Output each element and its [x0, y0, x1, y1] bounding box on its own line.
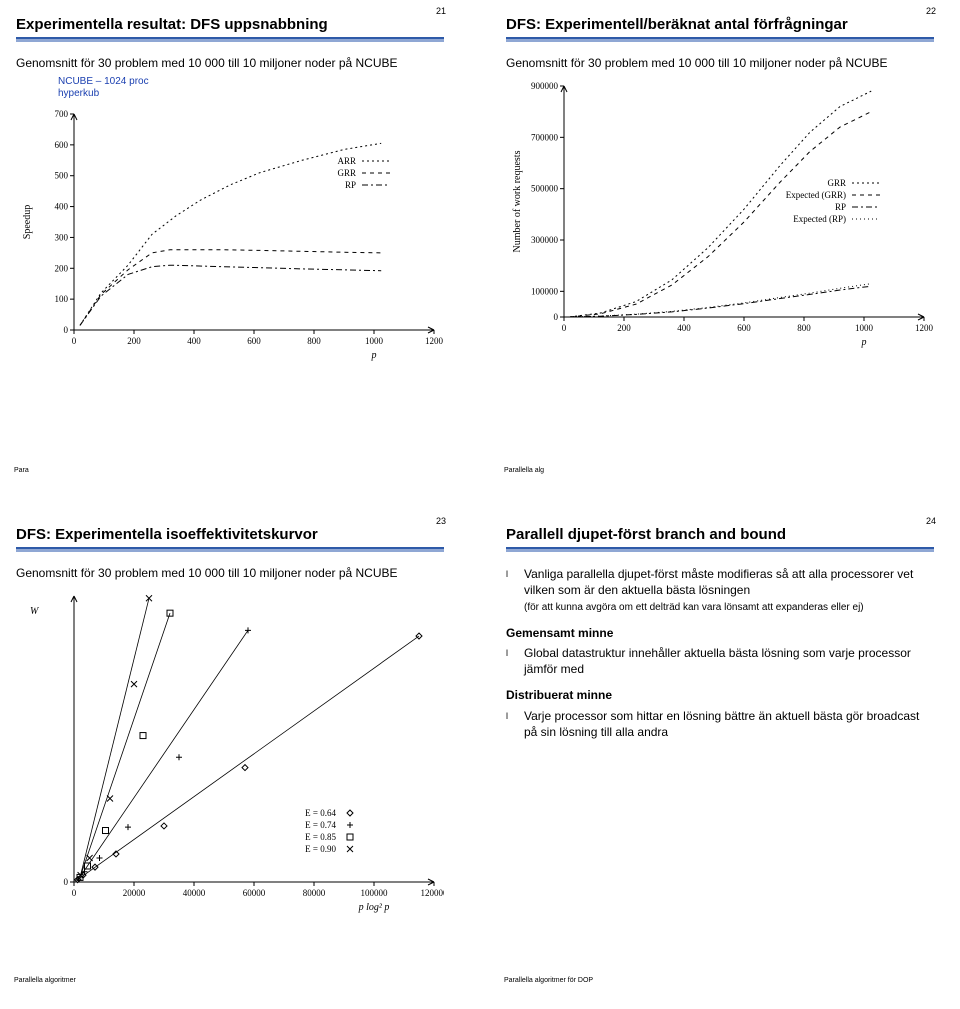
svg-text:p: p [371, 350, 377, 361]
slide-subtitle: Genomsnitt för 30 problem med 10 000 til… [16, 566, 444, 580]
svg-text:Speedup: Speedup [22, 205, 33, 239]
isoefficiency-chart: 0 20000 40000 60000 80000 100000 120000 0 p log²… [16, 586, 444, 916]
svg-text:200: 200 [55, 263, 69, 273]
svg-text:100000: 100000 [361, 888, 389, 898]
slide-footer: Parallella algoritmer [14, 977, 76, 984]
bullet-item: Varje processor som hittar en lösning bä… [506, 708, 934, 740]
svg-text:800: 800 [307, 336, 321, 346]
svg-text:700: 700 [55, 109, 69, 119]
slide-23: 23 DFS: Experimentella isoeffektivitetsk… [0, 510, 460, 990]
svg-text:300: 300 [55, 232, 69, 242]
svg-text:60000: 60000 [243, 888, 266, 898]
bullet-item: Vanliga parallella djupet-först måste mo… [506, 566, 934, 615]
slide-footer: Parallella algoritmer för DOP [504, 977, 593, 984]
svg-text:600: 600 [737, 323, 751, 333]
title-underline [506, 547, 934, 552]
svg-text:Expected (GRR): Expected (GRR) [786, 190, 846, 200]
svg-text:1200: 1200 [915, 323, 934, 333]
svg-text:E = 0.85: E = 0.85 [305, 832, 336, 842]
title-underline [16, 547, 444, 552]
svg-text:1200: 1200 [425, 336, 444, 346]
svg-text:200: 200 [617, 323, 631, 333]
svg-text:400: 400 [55, 202, 69, 212]
speedup-chart: 0 200 400 600 800 1000 1200 0 100 200 300 400 500 600… [16, 104, 444, 364]
svg-text:600: 600 [247, 336, 261, 346]
page-number: 21 [436, 6, 446, 16]
bullet-text: Varje processor som hittar en lösning bä… [524, 709, 919, 739]
svg-text:p log² p: p log² p [358, 902, 390, 913]
page-number: 23 [436, 516, 446, 526]
note-line-2: hyperkub [58, 88, 99, 99]
work-requests-chart: 0 200 400 600 800 1000 1200 0 100000 300000 500000… [506, 76, 934, 351]
svg-text:GRR: GRR [827, 178, 846, 188]
svg-text:p: p [861, 337, 867, 348]
slide-title: DFS: Experimentella isoeffektivitetskurv… [16, 526, 444, 547]
svg-text:40000: 40000 [183, 888, 206, 898]
svg-text:0: 0 [64, 325, 69, 335]
bullet-subtext: (för att kunna avgöra om ett delträd kan… [524, 602, 864, 613]
bullet-item: Global datastruktur innehåller aktuella … [506, 645, 934, 677]
svg-text:ARR: ARR [337, 156, 356, 166]
title-underline [506, 37, 934, 42]
svg-text:Number of work requests: Number of work requests [512, 150, 523, 252]
svg-text:1000: 1000 [855, 323, 874, 333]
svg-text:100: 100 [55, 294, 69, 304]
slide-title: DFS: Experimentell/beräknat antal förfrå… [506, 16, 934, 37]
svg-text:800: 800 [797, 323, 811, 333]
svg-text:500: 500 [55, 171, 69, 181]
slide-24: 24 Parallell djupet-först branch and bou… [490, 510, 950, 990]
page-number: 22 [926, 6, 936, 16]
svg-text:20000: 20000 [123, 888, 146, 898]
note-line-1: NCUBE – 1024 proc [58, 76, 149, 87]
svg-text:RP: RP [345, 180, 356, 190]
svg-text:200: 200 [127, 336, 141, 346]
svg-text:RP: RP [835, 202, 846, 212]
slide-footer: Parallella alg [504, 467, 544, 474]
svg-text:0: 0 [554, 312, 559, 322]
slide-22: 22 DFS: Experimentell/beräknat antal för… [490, 0, 950, 480]
svg-text:E = 0.74: E = 0.74 [305, 820, 336, 830]
svg-text:0: 0 [562, 323, 567, 333]
svg-text:80000: 80000 [303, 888, 326, 898]
section-heading: Distribuerat minne [506, 687, 934, 703]
svg-text:120000: 120000 [421, 888, 445, 898]
machine-note: NCUBE – 1024 proc hyperkub [58, 76, 444, 100]
slide-21: 21 Experimentella resultat: DFS uppsnabb… [0, 0, 460, 480]
bullet-text: Global datastruktur innehåller aktuella … [524, 646, 911, 676]
slide-title: Parallell djupet-först branch and bound [506, 526, 934, 547]
slide-footer: Para [14, 467, 29, 474]
slide-subtitle: Genomsnitt för 30 problem med 10 000 til… [16, 56, 444, 70]
svg-text:400: 400 [187, 336, 201, 346]
svg-text:900000: 900000 [531, 81, 559, 91]
slide-title: Experimentella resultat: DFS uppsnabbnin… [16, 16, 444, 37]
slide-subtitle: Genomsnitt för 30 problem med 10 000 til… [506, 56, 934, 70]
svg-text:100000: 100000 [531, 286, 559, 296]
slide-body: Vanliga parallella djupet-först måste mo… [506, 566, 934, 740]
page-number: 24 [926, 516, 936, 526]
svg-text:Expected (RP): Expected (RP) [793, 214, 846, 224]
svg-text:0: 0 [64, 877, 69, 887]
svg-text:W: W [30, 606, 40, 617]
svg-text:0: 0 [72, 336, 77, 346]
svg-text:300000: 300000 [531, 235, 559, 245]
section-heading: Gemensamt minne [506, 625, 934, 641]
title-underline [16, 37, 444, 42]
svg-text:0: 0 [72, 888, 77, 898]
svg-text:700000: 700000 [531, 132, 559, 142]
svg-text:1000: 1000 [365, 336, 384, 346]
svg-text:400: 400 [677, 323, 691, 333]
bullet-text: Vanliga parallella djupet-först måste mo… [524, 567, 913, 597]
svg-text:E = 0.64: E = 0.64 [305, 808, 336, 818]
svg-text:600: 600 [55, 140, 69, 150]
svg-text:500000: 500000 [531, 184, 559, 194]
svg-text:E = 0.90: E = 0.90 [305, 844, 336, 854]
svg-text:GRR: GRR [337, 168, 356, 178]
